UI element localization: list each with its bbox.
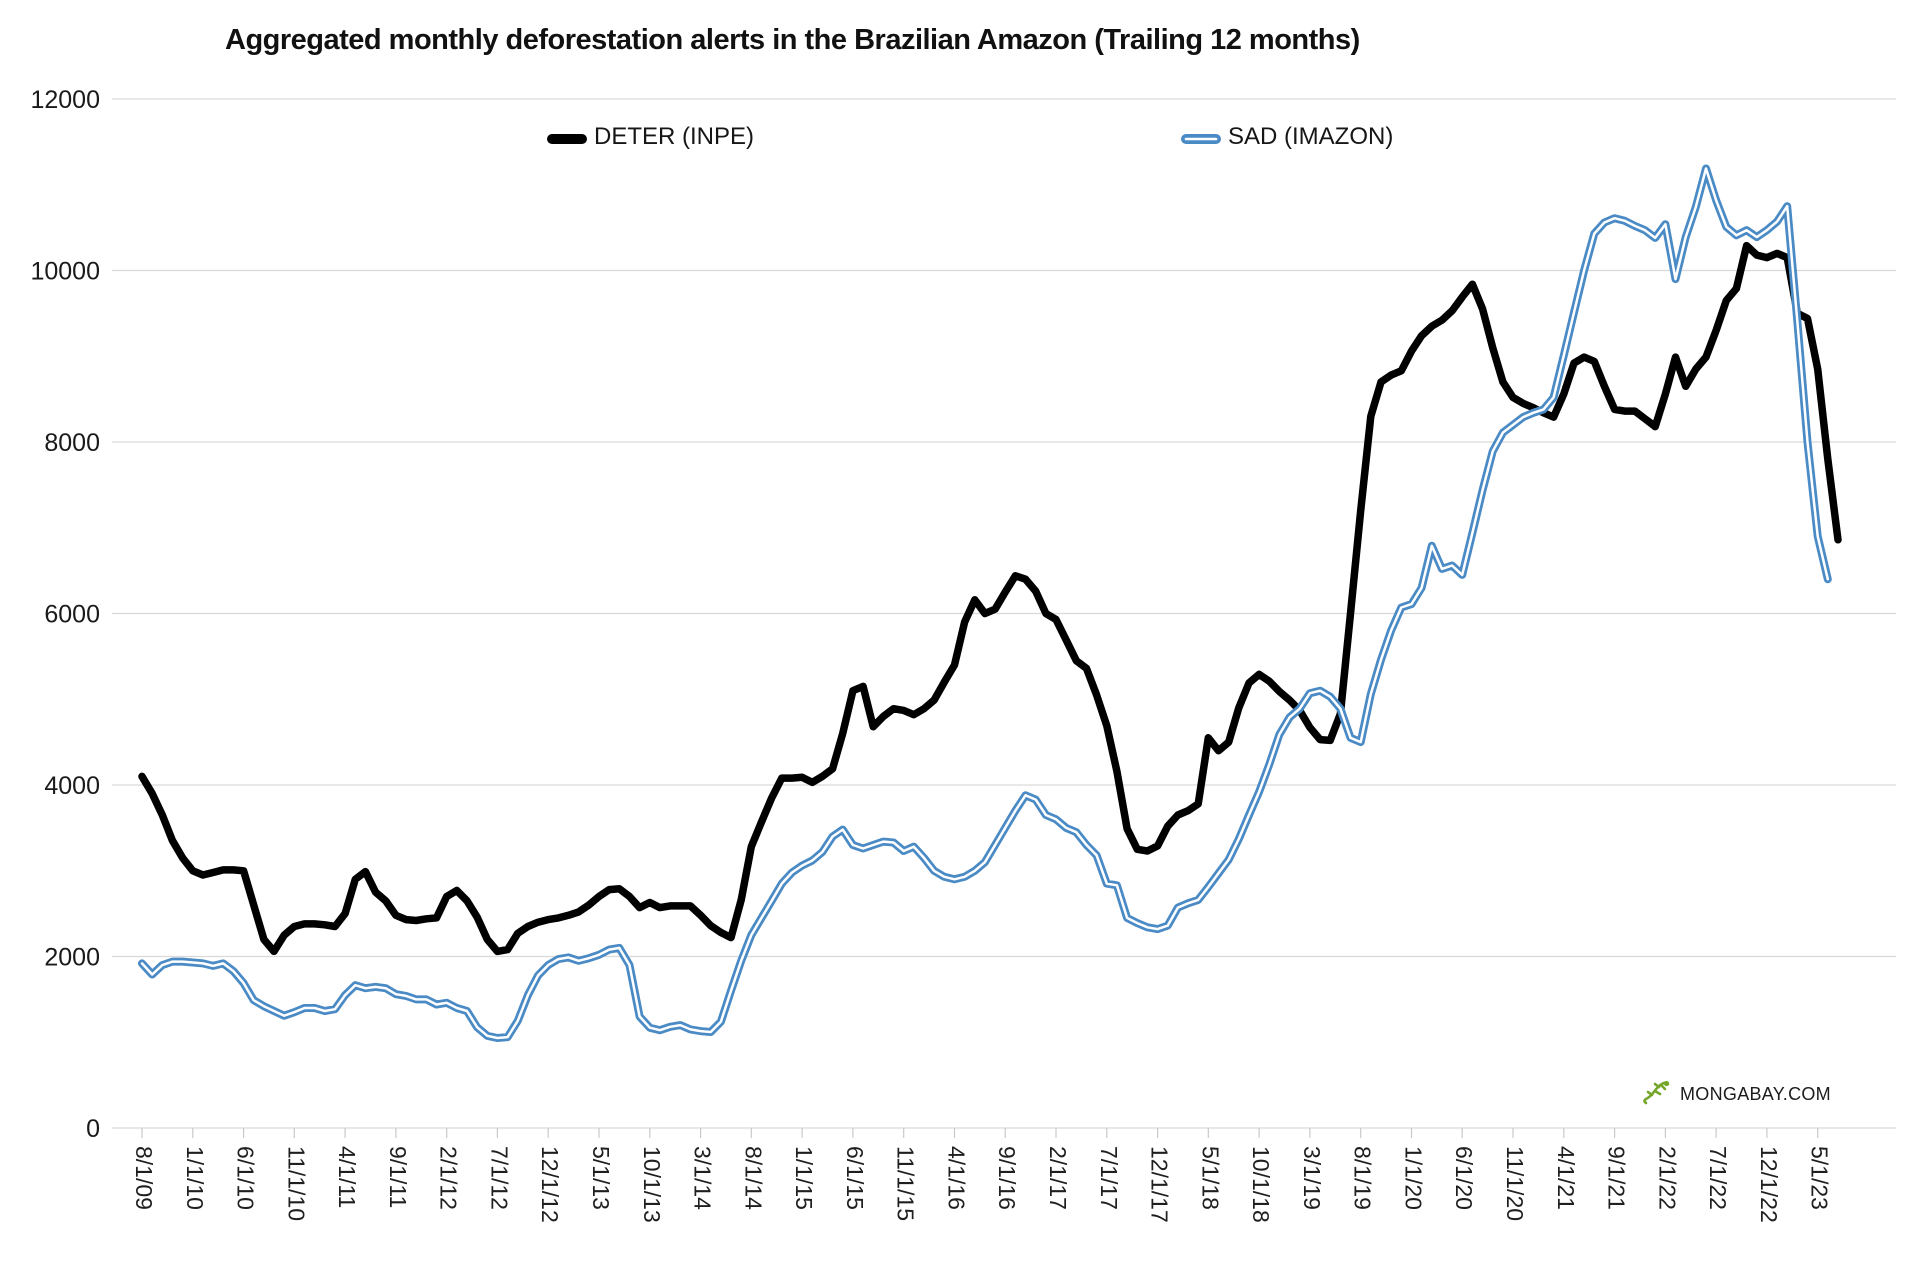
x-axis-tick-label: 11/1/10: [283, 1146, 309, 1221]
y-axis-tick-label: 10000: [30, 258, 100, 286]
x-axis-tick-label: 8/1/19: [1350, 1146, 1376, 1210]
x-axis-tick-label: 7/1/12: [486, 1146, 512, 1210]
legend-label-sad: SAD (IMAZON): [1228, 123, 1394, 150]
x-axis-tick-label: 9/1/16: [994, 1146, 1020, 1210]
legend-label-deter: DETER (INPE): [594, 123, 755, 150]
x-axis-tick-label: 5/1/23: [1807, 1146, 1833, 1210]
x-axis-tick-label: 3/1/19: [1299, 1146, 1325, 1210]
gecko-icon: [1643, 1080, 1670, 1105]
x-axis-tick-label: 6/1/20: [1451, 1146, 1477, 1210]
x-axis-tick-label: 12/1/17: [1147, 1146, 1173, 1223]
x-axis-tick-label: 8/1/14: [740, 1146, 766, 1210]
y-axis-tick-label: 0: [86, 1115, 100, 1143]
x-axis-tick-label: 12/1/12: [537, 1146, 563, 1223]
x-axis-tick-label: 10/1/18: [1248, 1146, 1274, 1223]
x-axis-tick-label: 9/1/21: [1604, 1146, 1630, 1210]
x-axis-tick-label: 4/1/16: [944, 1146, 970, 1210]
x-axis-tick-label: 5/1/18: [1197, 1146, 1223, 1210]
deter-line: [138, 241, 1842, 956]
x-axis-tick-label: 2/1/12: [436, 1146, 462, 1210]
x-axis-tick-label: 2/1/17: [1045, 1146, 1071, 1210]
x-axis-tick-label: 12/1/22: [1756, 1146, 1782, 1223]
x-axis-tick-label: 7/1/17: [1096, 1146, 1122, 1210]
watermark: MONGABAY.COM: [1642, 1078, 1831, 1110]
x-axis-tick-label: 7/1/22: [1705, 1146, 1731, 1210]
y-axis-tick-label: 6000: [44, 601, 100, 629]
x-axis-tick-label: 3/1/14: [690, 1146, 716, 1210]
chart-title: Aggregated monthly deforestation alerts …: [225, 24, 1360, 56]
x-axis-tick-label: 9/1/11: [385, 1146, 411, 1208]
y-axis-tick-label: 8000: [44, 429, 100, 457]
x-axis-tick-label: 6/1/10: [233, 1146, 259, 1210]
watermark-text: MONGABAY.COM: [1680, 1083, 1831, 1104]
x-axis-tick-label: 4/1/11: [334, 1146, 360, 1208]
y-axis-tick-label: 12000: [30, 86, 100, 114]
x-axis-tick-label: 6/1/15: [842, 1146, 868, 1210]
x-axis-tick-label: 5/1/13: [588, 1146, 614, 1210]
y-axis-tick-label: 4000: [44, 772, 100, 800]
x-axis-tick-label: 8/1/09: [131, 1146, 157, 1210]
x-axis-tick-label: 1/1/15: [791, 1146, 817, 1210]
x-axis-tick-label: 4/1/21: [1553, 1146, 1579, 1210]
x-axis-tick-label: 1/1/20: [1401, 1146, 1427, 1210]
x-axis-tick-label: 1/1/10: [182, 1146, 208, 1210]
x-axis-tick-label: 2/1/22: [1654, 1146, 1680, 1210]
y-axis-tick-label: 2000: [44, 944, 100, 972]
x-axis-tick-label: 10/1/13: [639, 1146, 665, 1223]
sad-line-core: [140, 167, 1830, 1040]
x-axis-tick-label: 11/1/20: [1502, 1146, 1528, 1221]
x-axis-tick-label: 11/1/15: [893, 1146, 919, 1221]
